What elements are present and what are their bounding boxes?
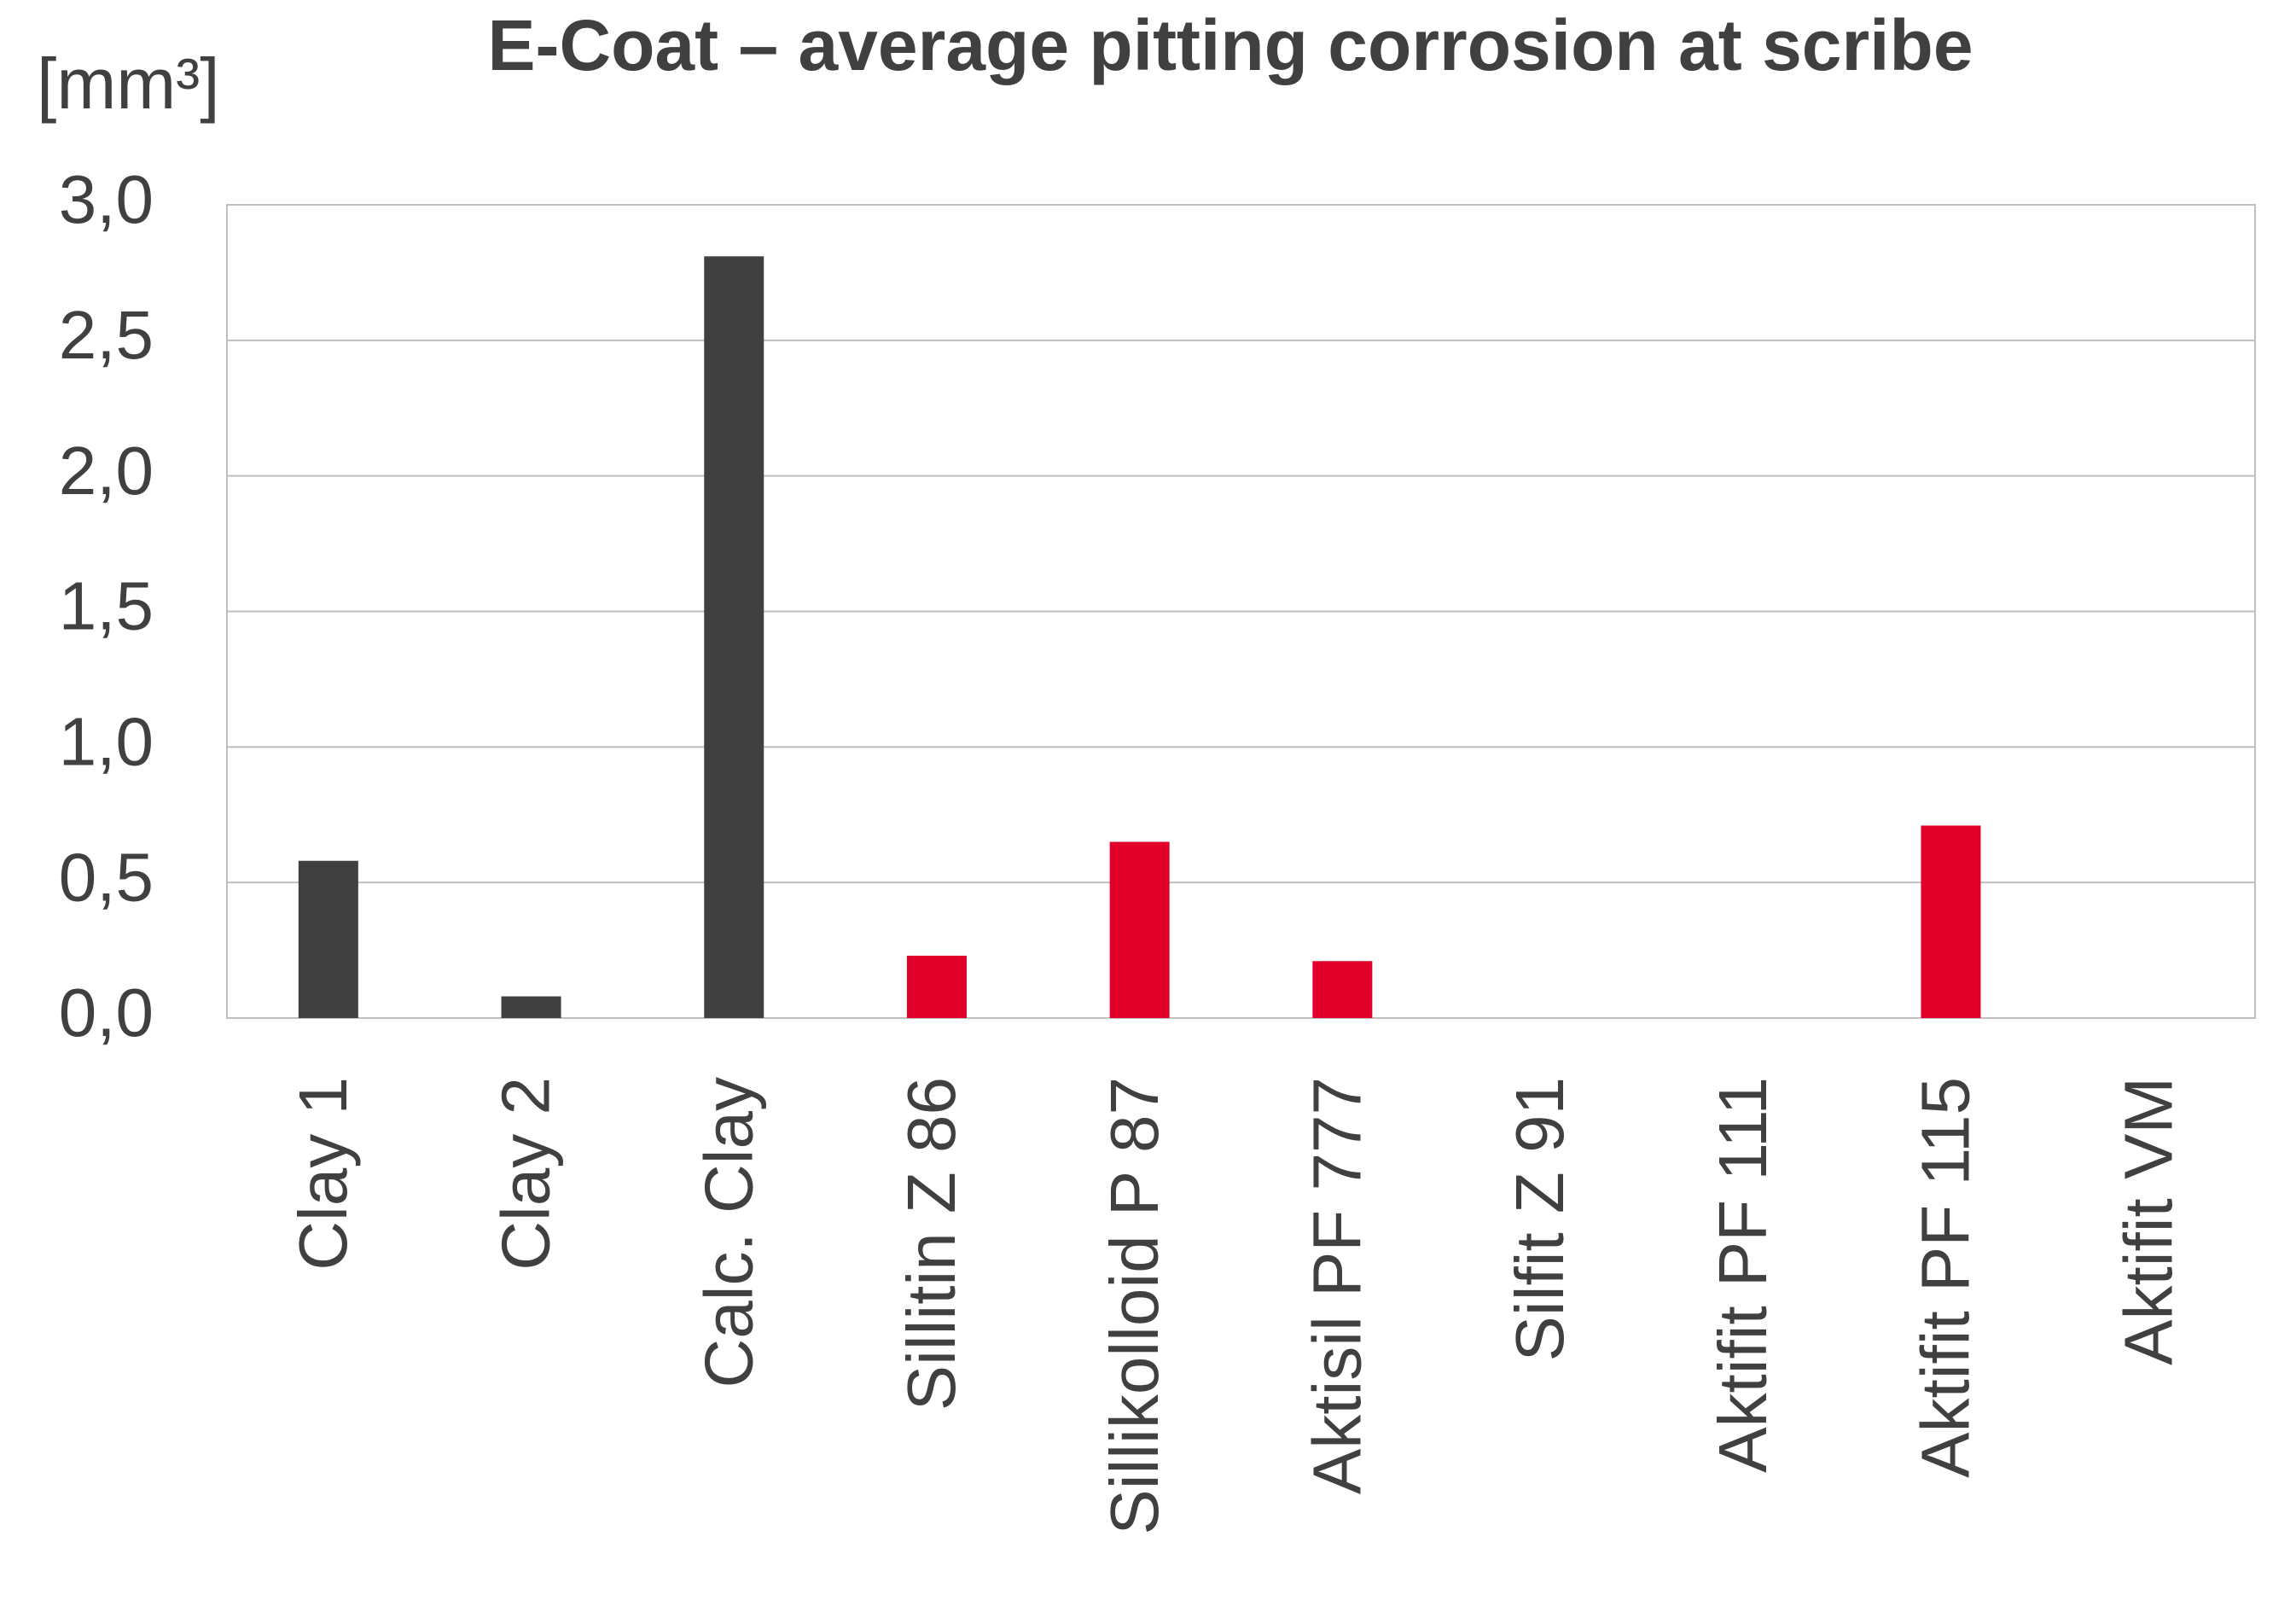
x-tick-label: Aktifit PF 115 — [1908, 1077, 1984, 1478]
y-tick-label: 1,5 — [59, 568, 154, 644]
x-tick-label: Aktifit PF 111 — [1705, 1077, 1781, 1473]
bar — [501, 996, 561, 1018]
y-tick-label: 0,5 — [59, 839, 154, 915]
bar — [1109, 841, 1170, 1018]
x-tick-label: Sillitin Z 86 — [893, 1077, 969, 1411]
bar — [704, 256, 764, 1018]
y-tick-label: 1,0 — [59, 703, 154, 779]
y-axis-label: [mm³] — [37, 44, 220, 124]
x-tick-label: Sillikolloid P 87 — [1096, 1077, 1172, 1535]
x-tick-label: Clay 2 — [488, 1077, 564, 1271]
y-tick-label: 0,0 — [59, 975, 154, 1050]
bar — [298, 860, 358, 1018]
y-tick-label: 2,5 — [59, 297, 154, 373]
x-tick-label: Silfit Z 91 — [1502, 1077, 1578, 1361]
y-tick-label: 2,0 — [59, 433, 154, 509]
x-tick-label: Clay 1 — [285, 1077, 361, 1271]
chart-title: E-Coat – average pitting corrosion at sc… — [487, 5, 1973, 85]
bar — [1921, 825, 1981, 1018]
x-tick-label: Aktifit VM — [2110, 1077, 2186, 1365]
bar — [1312, 961, 1373, 1018]
x-tick-label: Aktisil PF 777 — [1299, 1077, 1375, 1494]
y-tick-label: 3,0 — [59, 161, 154, 237]
x-tick-label: Calc. Clay — [690, 1077, 766, 1388]
bar — [906, 955, 967, 1018]
